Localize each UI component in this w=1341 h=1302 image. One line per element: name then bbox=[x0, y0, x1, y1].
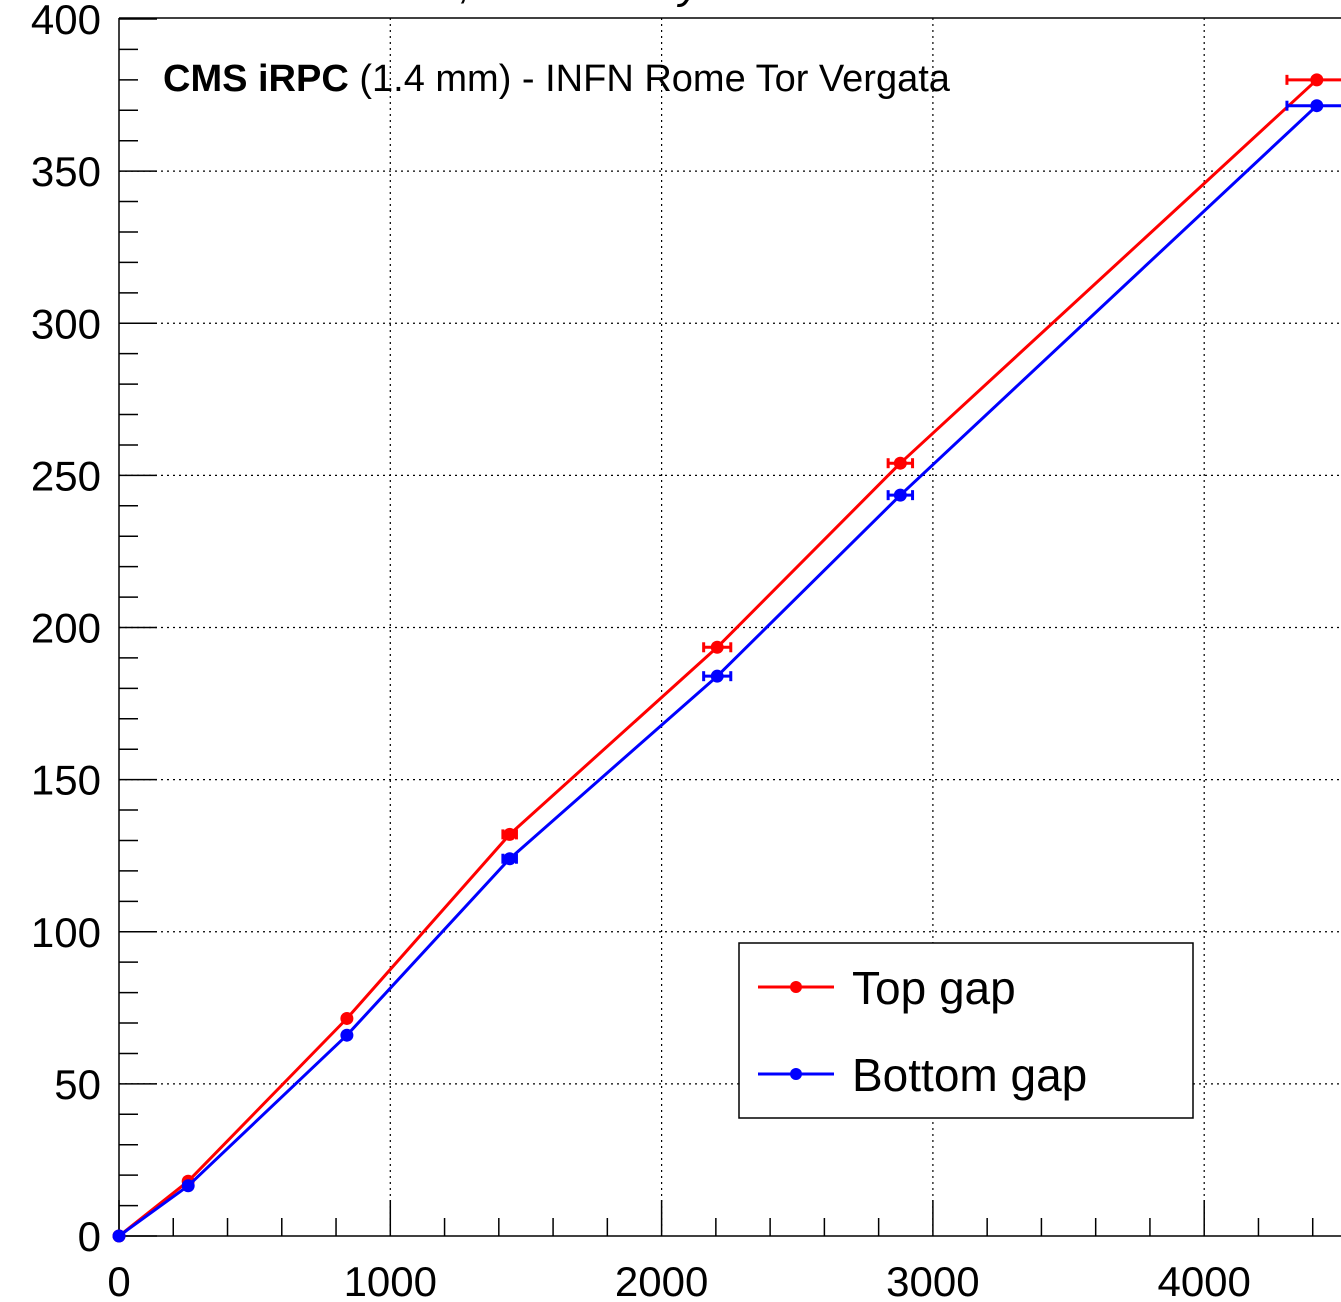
x-tick-label: 0 bbox=[107, 1258, 130, 1302]
legend-marker-top-gap bbox=[790, 981, 802, 993]
annotation-bold: CMS iRPC bbox=[163, 58, 349, 100]
series bbox=[112, 73, 1341, 1243]
y-tick-label: 350 bbox=[31, 148, 101, 195]
annotation-rest: (1.4 mm) - INFN Rome Tor Vergata bbox=[349, 58, 951, 100]
x-tick-label: 4000 bbox=[1157, 1258, 1250, 1302]
x-tick-label: 2000 bbox=[615, 1258, 708, 1302]
data-point-bottom-gap bbox=[893, 488, 907, 502]
chart-header: CMS Simulation, Preliminary bbox=[122, 0, 704, 8]
x-tick-label: 1000 bbox=[344, 1258, 437, 1302]
header-status: Preliminary bbox=[481, 0, 704, 8]
legend-label-top-gap: Top gap bbox=[852, 962, 1016, 1014]
data-point-top-gap bbox=[1310, 73, 1324, 87]
chart-annotation: CMS iRPC (1.4 mm) - INFN Rome Tor Vergat… bbox=[163, 58, 951, 100]
y-tick-label: 0 bbox=[78, 1213, 101, 1260]
y-tick-label: 50 bbox=[54, 1061, 101, 1108]
y-tick-label: 300 bbox=[31, 300, 101, 347]
header-separator: , bbox=[457, 0, 481, 8]
header-experiment: CMS Simulation bbox=[122, 0, 457, 8]
data-point-top-gap bbox=[710, 640, 724, 654]
data-point-bottom-gap bbox=[181, 1179, 195, 1193]
data-point-bottom-gap bbox=[1310, 99, 1324, 113]
axes: 0 1000 2000 3000 4000 0 50 100 150 200 250 300 350 40… bbox=[31, 0, 1341, 1302]
legend-marker-bottom-gap bbox=[790, 1068, 802, 1080]
y-tick-label: 200 bbox=[31, 605, 101, 652]
y-tick-label: 250 bbox=[31, 452, 101, 499]
data-point-top-gap bbox=[340, 1011, 354, 1025]
data-point-bottom-gap bbox=[340, 1028, 354, 1042]
data-point-top-gap bbox=[503, 827, 517, 841]
data-point-bottom-gap bbox=[503, 852, 517, 866]
x-tick-label: 3000 bbox=[886, 1258, 979, 1302]
y-tick-label: 100 bbox=[31, 909, 101, 956]
legend: Top gap Bottom gap bbox=[738, 942, 1194, 1119]
data-point-bottom-gap bbox=[112, 1229, 126, 1243]
y-tick-label: 150 bbox=[31, 757, 101, 804]
data-point-bottom-gap bbox=[710, 669, 724, 683]
legend-box bbox=[738, 942, 1194, 1119]
y-tick-label: 400 bbox=[31, 0, 101, 43]
data-point-top-gap bbox=[893, 456, 907, 470]
legend-label-bottom-gap: Bottom gap bbox=[852, 1049, 1087, 1101]
